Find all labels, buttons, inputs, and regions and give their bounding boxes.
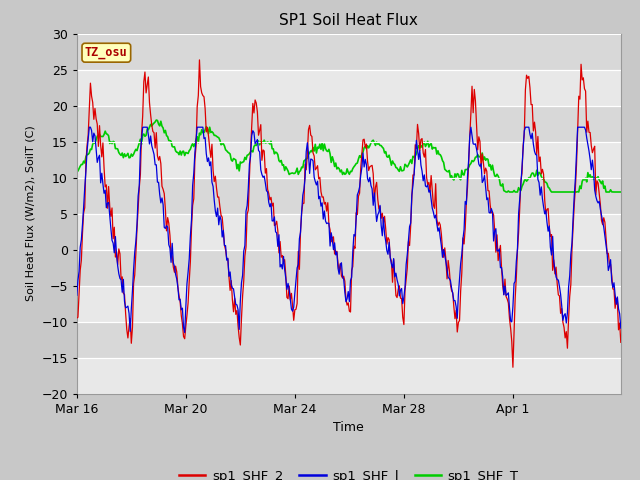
Bar bbox=[77, 178, 621, 214]
sp1_SHF_2 bbox=[73, 315, 81, 321]
sp1_SHF_T bbox=[502, 189, 510, 195]
sp1_SHF_2 bbox=[303, 151, 311, 156]
sp1_SHF_T bbox=[404, 162, 412, 168]
sp1_SHF_l bbox=[86, 124, 93, 130]
sp1_SHF_T bbox=[569, 189, 577, 195]
sp1_SHF_2 bbox=[509, 364, 516, 370]
sp1_SHF_l bbox=[181, 330, 189, 336]
Legend: sp1_SHF_2, sp1_SHF_l, sp1_SHF_T: sp1_SHF_2, sp1_SHF_l, sp1_SHF_T bbox=[173, 464, 524, 480]
sp1_SHF_2 bbox=[474, 147, 481, 153]
sp1_SHF_T bbox=[243, 152, 251, 158]
sp1_SHF_T bbox=[303, 155, 311, 161]
sp1_SHF_2 bbox=[617, 339, 625, 345]
sp1_SHF_l bbox=[406, 224, 413, 229]
sp1_SHF_2 bbox=[404, 239, 412, 244]
sp1_SHF_l bbox=[569, 215, 577, 221]
Line: sp1_SHF_l: sp1_SHF_l bbox=[77, 127, 621, 333]
Line: sp1_SHF_T: sp1_SHF_T bbox=[77, 120, 621, 192]
Title: SP1 Soil Heat Flux: SP1 Soil Heat Flux bbox=[280, 13, 418, 28]
sp1_SHF_T bbox=[378, 144, 386, 150]
Bar bbox=[77, 322, 621, 358]
Bar bbox=[77, 70, 621, 106]
Text: TZ_osu: TZ_osu bbox=[85, 46, 128, 59]
sp1_SHF_2 bbox=[196, 57, 204, 63]
Bar bbox=[77, 106, 621, 142]
sp1_SHF_l bbox=[380, 215, 387, 220]
sp1_SHF_2 bbox=[243, 211, 251, 217]
Line: sp1_SHF_2: sp1_SHF_2 bbox=[77, 60, 621, 367]
Bar bbox=[77, 250, 621, 286]
Bar bbox=[77, 286, 621, 322]
sp1_SHF_2 bbox=[569, 225, 577, 231]
sp1_SHF_l bbox=[617, 325, 625, 331]
sp1_SHF_T bbox=[152, 117, 160, 123]
Bar bbox=[77, 34, 621, 70]
sp1_SHF_l bbox=[244, 185, 252, 191]
sp1_SHF_l bbox=[475, 161, 483, 167]
sp1_SHF_T bbox=[617, 189, 625, 195]
sp1_SHF_2 bbox=[378, 210, 386, 216]
Y-axis label: Soil Heat Flux (W/m2), SoilT (C): Soil Heat Flux (W/m2), SoilT (C) bbox=[26, 126, 36, 301]
sp1_SHF_T bbox=[73, 169, 81, 175]
Bar bbox=[77, 142, 621, 178]
sp1_SHF_T bbox=[474, 152, 481, 157]
sp1_SHF_l bbox=[73, 292, 81, 298]
sp1_SHF_l bbox=[305, 150, 312, 156]
X-axis label: Time: Time bbox=[333, 421, 364, 434]
Bar bbox=[77, 358, 621, 394]
Bar bbox=[77, 214, 621, 250]
